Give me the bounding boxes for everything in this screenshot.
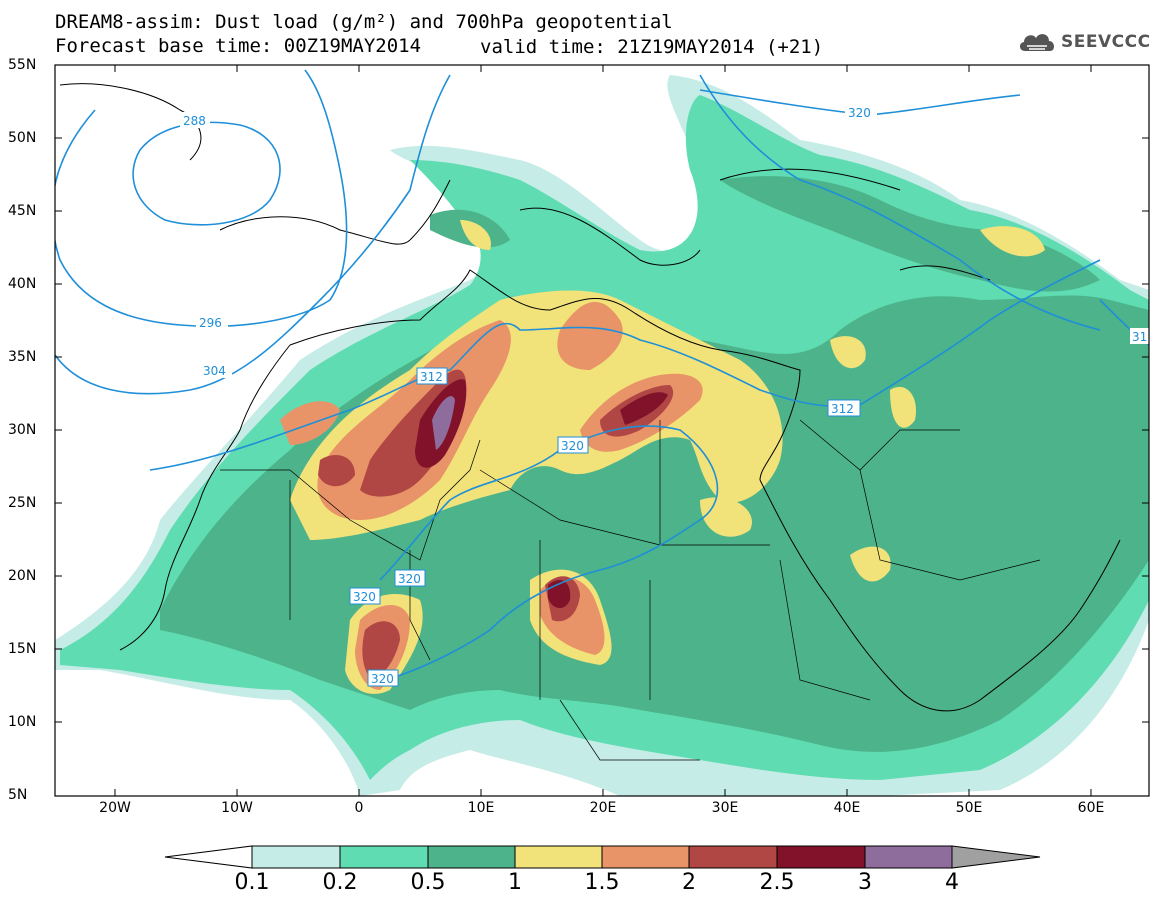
colorbar: [164, 845, 1041, 869]
lat-label: 50N: [8, 130, 37, 146]
lat-label: 30N: [8, 422, 37, 438]
svg-text:320: 320: [398, 572, 421, 586]
lat-label: 15N: [8, 641, 37, 657]
lon-label: 10E: [467, 800, 495, 816]
contour-320-a: [379, 425, 719, 681]
colorbar-tick-label: 0.1: [234, 870, 270, 895]
colorbar-bin-1: [251, 845, 341, 869]
svg-text:296: 296: [199, 316, 222, 330]
colorbar-bin-8: [864, 845, 953, 869]
colorbar-tick-label: 1.5: [584, 870, 620, 895]
coastlines: [59, 83, 1121, 712]
contour-320-b: [699, 74, 1101, 331]
lon-ticks: [114, 65, 1092, 796]
lat-label: 40N: [8, 276, 37, 292]
lat-label: 45N: [8, 203, 37, 219]
map-title: DREAM8-assim: Dust load (g/m²) and 700hP…: [55, 11, 673, 33]
lat-label: 55N: [8, 57, 37, 73]
contour-labels: 288 296 304 312 312 320 320 320 320 320 …: [180, 104, 1149, 687]
lon-label: 40E: [833, 800, 861, 816]
svg-text:304: 304: [203, 364, 226, 378]
colorbar-bin-5: [601, 845, 690, 869]
svg-text:288: 288: [183, 114, 206, 128]
colorbar-tick-label: 2.5: [759, 870, 795, 895]
contour-304: [55, 74, 451, 395]
lat-ticks: [55, 64, 1149, 723]
colorbar-bin-7: [776, 845, 866, 869]
lon-label: 10W: [221, 800, 253, 816]
svg-text:31: 31: [1132, 330, 1147, 344]
colorbar-tick-label: 4: [945, 870, 959, 895]
svg-text:320: 320: [353, 590, 376, 604]
colorbar-bin-4: [514, 845, 603, 869]
seevccc-logo: SEEVCCC: [1017, 24, 1151, 60]
country-borders: [220, 419, 1041, 761]
contour-label-320-a: 320: [557, 436, 589, 454]
colorbar-bin-6: [688, 845, 778, 869]
lon-label: 60E: [1077, 800, 1105, 816]
svg-text:320: 320: [561, 439, 584, 453]
colorbar-bin-3: [427, 845, 516, 869]
colorbar-tick-label: 0.5: [410, 870, 446, 895]
lat-label: 35N: [8, 349, 37, 365]
contour-label-31: 31: [1130, 328, 1149, 344]
colorbar-bin-2: [339, 845, 429, 869]
contour-label-320-e: 320: [367, 669, 399, 687]
lat-label: 10N: [8, 714, 37, 730]
contour-296-outer: [55, 69, 348, 328]
svg-text:312: 312: [420, 370, 443, 384]
contour-label-312-a: 312: [416, 367, 448, 385]
lon-label: 50E: [955, 800, 983, 816]
svg-text:320: 320: [371, 672, 394, 686]
dust-layer-3.0: [432, 396, 455, 450]
colorbar-below-arrow: [164, 845, 253, 869]
colorbar-tick-label: 0.2: [322, 870, 358, 895]
lat-label: 5N: [8, 787, 28, 803]
contour-label-320-b: 320: [845, 104, 877, 120]
lon-label: 0: [354, 800, 364, 816]
contour-label-304: 304: [200, 362, 232, 378]
svg-text:312: 312: [831, 402, 854, 416]
lon-label: 20W: [99, 800, 131, 816]
colorbar-tick-label: 3: [858, 870, 872, 895]
valid-time: valid time: 21Z19MAY2014 (+21): [480, 36, 824, 58]
contour-label-312-b: 312: [827, 399, 861, 417]
colorbar-tick-label: 2: [682, 870, 696, 895]
geopotential-contours: [55, 69, 1149, 681]
contour-label-296: 296: [196, 314, 228, 330]
forecast-base-time: Forecast base time: 00Z19MAY2014: [55, 35, 422, 57]
colorbar-tick-label: 1: [508, 870, 522, 895]
logo-text: SEEVCCC: [1061, 32, 1151, 52]
lat-label: 25N: [8, 495, 37, 511]
lat-label: 20N: [8, 568, 37, 584]
colorbar-above-arrow: [951, 845, 1041, 869]
contour-label-320-c: 320: [394, 569, 426, 587]
lon-label: 30E: [711, 800, 739, 816]
lon-label: 20E: [589, 800, 617, 816]
cloud-icon: [1019, 34, 1055, 51]
contour-label-288: 288: [180, 112, 210, 128]
contour-312: [149, 259, 1101, 471]
contour-label-320-d: 320: [349, 587, 381, 605]
svg-text:320: 320: [848, 106, 871, 120]
